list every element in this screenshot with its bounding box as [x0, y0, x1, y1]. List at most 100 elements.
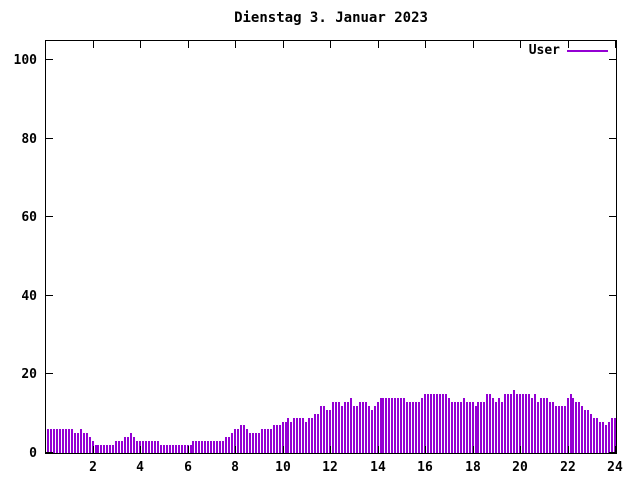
bar — [477, 402, 480, 453]
bar — [153, 441, 156, 453]
bar — [364, 402, 367, 453]
bar — [572, 398, 575, 453]
bar — [61, 429, 64, 453]
bar — [124, 437, 127, 453]
bar — [480, 402, 483, 453]
bar — [228, 437, 231, 453]
y-tick-label: 0 — [29, 446, 37, 461]
bar — [403, 398, 406, 453]
bar — [447, 398, 450, 453]
bar — [468, 402, 471, 453]
x-tick-label: 22 — [560, 460, 576, 475]
bar — [118, 441, 121, 453]
bar — [49, 429, 52, 453]
bar — [248, 433, 251, 453]
bar — [554, 406, 557, 453]
bar — [530, 398, 533, 453]
bar — [409, 402, 412, 453]
bar — [358, 402, 361, 453]
bar — [284, 422, 287, 453]
bar — [435, 394, 438, 453]
bar — [516, 394, 519, 453]
bar — [545, 398, 548, 453]
bar — [524, 394, 527, 453]
bar — [412, 402, 415, 453]
x-tick — [425, 41, 426, 48]
bar — [349, 398, 352, 453]
chart-title: Dienstag 3. Januar 2023 — [234, 10, 428, 26]
x-tick — [520, 41, 521, 48]
x-tick — [520, 446, 521, 453]
bar — [320, 406, 323, 453]
bar — [58, 429, 61, 453]
bar — [427, 394, 429, 453]
x-tick-label: 6 — [184, 460, 192, 475]
bar — [314, 414, 317, 453]
x-tick-label: 10 — [275, 460, 291, 475]
bar — [492, 398, 495, 453]
bar — [293, 418, 296, 453]
bar — [245, 429, 248, 453]
bar — [257, 433, 260, 453]
bar — [272, 425, 275, 453]
bar — [352, 406, 355, 453]
bar — [213, 441, 216, 453]
bar — [64, 429, 67, 453]
y-tick — [46, 138, 53, 139]
x-tick — [615, 446, 616, 453]
y-tick-label: 40 — [21, 289, 37, 304]
bar — [415, 402, 418, 453]
bar — [510, 394, 513, 453]
bar — [216, 441, 219, 453]
bar — [507, 394, 510, 453]
bar — [519, 394, 522, 453]
bar — [210, 441, 213, 453]
bar — [296, 418, 299, 453]
bar — [337, 402, 340, 453]
bar — [239, 425, 242, 453]
bar — [142, 441, 144, 453]
bar — [305, 422, 308, 453]
bar — [94, 445, 97, 453]
x-tick-label: 12 — [322, 460, 338, 475]
bar — [76, 433, 79, 453]
bar — [79, 429, 82, 453]
bar — [382, 398, 385, 453]
bar — [406, 402, 409, 453]
x-tick-label: 24 — [607, 460, 623, 475]
bar — [388, 398, 391, 453]
bar — [302, 418, 305, 453]
bar — [611, 418, 614, 453]
bar — [225, 437, 228, 453]
bar — [195, 441, 198, 453]
bar — [614, 418, 617, 453]
bar — [391, 398, 394, 453]
bar — [275, 425, 278, 453]
x-tick — [568, 41, 569, 48]
bar — [599, 422, 602, 453]
bar — [287, 418, 290, 453]
bar — [183, 445, 186, 453]
bar — [581, 406, 584, 453]
bar — [237, 429, 239, 453]
bar — [165, 445, 168, 453]
x-tick-label: 16 — [417, 460, 433, 475]
bar — [557, 406, 560, 453]
bar — [73, 433, 76, 453]
x-tick — [568, 446, 569, 453]
bar — [67, 429, 70, 453]
bar — [332, 402, 334, 453]
bar — [587, 410, 590, 453]
x-tick — [615, 41, 616, 48]
bar — [204, 441, 207, 453]
bar — [456, 402, 459, 453]
bar — [329, 410, 332, 453]
bar — [263, 429, 266, 453]
bar — [569, 394, 572, 453]
bar — [242, 425, 245, 453]
y-tick-label: 60 — [21, 210, 37, 225]
bar — [156, 441, 159, 453]
bar — [542, 398, 545, 453]
bar — [343, 402, 346, 453]
bar — [563, 406, 566, 453]
